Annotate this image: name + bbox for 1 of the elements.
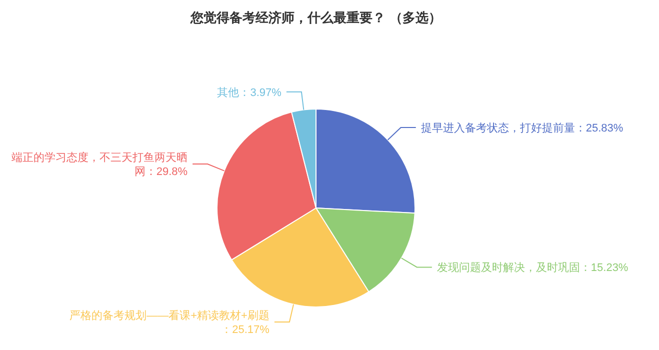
chart-title: 您觉得备考经济师，什么最重要？ （多选） xyxy=(190,10,442,25)
